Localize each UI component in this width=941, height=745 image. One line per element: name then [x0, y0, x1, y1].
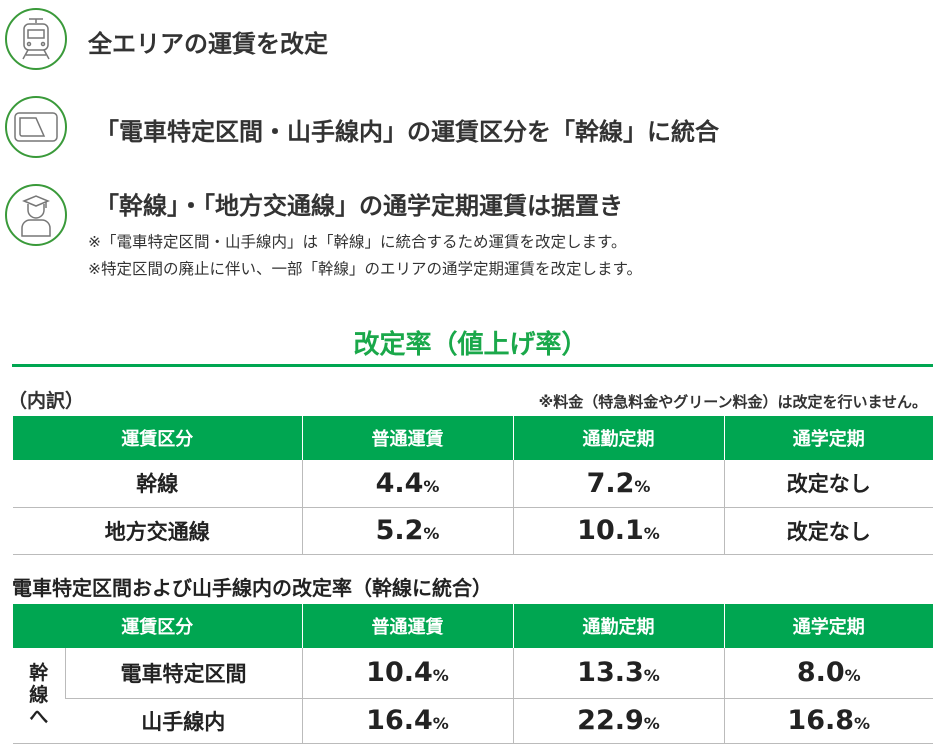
- section-divider: [12, 364, 933, 367]
- point-2-text: 「電車特定区間・山手線内」の運賃区分を「幹線」に統合: [95, 118, 719, 146]
- note-1: ※「電車特定区間・山手線内」は「幹線」に統合するため運賃を改定します。: [88, 233, 627, 251]
- header-commuter: 通勤定期: [512, 416, 724, 460]
- table-row: 地方交通線 5.2% 10.1% 改定なし: [13, 507, 933, 555]
- unit: %: [423, 476, 440, 496]
- row-label: 地方交通線: [13, 507, 302, 555]
- header-student: 通学定期: [723, 604, 933, 648]
- ic-card-icon-circle: [5, 96, 67, 158]
- row-label: 山手線内: [65, 698, 302, 744]
- unit: %: [634, 476, 651, 496]
- header-category: 運賃区分: [13, 416, 302, 460]
- unit: %: [432, 714, 449, 733]
- rate-value: 13.3: [577, 657, 644, 689]
- student-value: 改定なし: [723, 460, 933, 508]
- unit: %: [854, 714, 871, 733]
- unit: %: [643, 524, 660, 543]
- row-label: 幹線: [13, 460, 302, 508]
- header-commuter: 通勤定期: [512, 604, 724, 648]
- note-2: ※特定区間の廃止に伴い、一部「幹線」のエリアの通学定期運賃を改定します。: [88, 260, 642, 278]
- row-label: 電車特定区間: [64, 648, 302, 699]
- breakdown-note: ※料金（特急料金やグリーン料金）は改定を行いません。: [538, 393, 927, 411]
- student-icon-circle: [5, 184, 67, 246]
- group-label: 幹線へ: [13, 648, 65, 744]
- unit: %: [844, 666, 861, 686]
- point-1-text: 全エリアの運賃を改定: [88, 30, 328, 58]
- point-3-text: 「幹線」・「地方交通線」の通学定期運賃は据置き: [95, 192, 623, 220]
- unit: %: [643, 666, 660, 686]
- merged-rate-table: 運賃区分 普通運賃 通勤定期 通学定期 幹線へ 電車特定区間 10.4% 13.…: [13, 604, 933, 744]
- fare-rate-table: 運賃区分 普通運賃 通勤定期 通学定期 幹線 4.4% 7.2% 改定なし 地方…: [13, 416, 933, 555]
- train-icon: [22, 18, 50, 60]
- ic-card-icon: [14, 112, 58, 142]
- rate-value: 16.8: [787, 705, 855, 736]
- rate-value: 4.4: [375, 467, 424, 499]
- table-row: 山手線内 16.4% 22.9% 16.8%: [13, 698, 933, 744]
- rate-value: 5.2: [375, 515, 424, 546]
- student-value: 改定なし: [723, 507, 933, 555]
- table-header-row: 運賃区分 普通運賃 通勤定期 通学定期: [13, 416, 933, 460]
- table-row: 幹線 4.4% 7.2% 改定なし: [13, 460, 933, 508]
- rate-value: 8.0: [796, 657, 845, 689]
- unit: %: [432, 666, 449, 686]
- rate-value: 7.2: [586, 467, 635, 499]
- header-category: 運賃区分: [13, 604, 302, 648]
- rate-value: 10.1: [577, 515, 644, 546]
- train-icon-circle: [5, 8, 67, 70]
- rate-value: 10.4: [366, 657, 433, 689]
- unit: %: [423, 524, 440, 543]
- table-header-row: 運賃区分 普通運賃 通勤定期 通学定期: [13, 604, 933, 648]
- header-regular: 普通運賃: [301, 416, 513, 460]
- breakdown-label: （内訳）: [8, 390, 85, 412]
- table2-title: 電車特定区間および山手線内の改定率（幹線に統合）: [12, 576, 492, 600]
- rate-value: 16.4: [366, 705, 433, 736]
- group-label-text: 幹線へ: [29, 662, 49, 729]
- header-student: 通学定期: [723, 416, 933, 460]
- rate-value: 22.9: [577, 705, 644, 736]
- table-row: 幹線へ 電車特定区間 10.4% 13.3% 8.0%: [13, 648, 933, 744]
- unit: %: [643, 714, 660, 733]
- section-title: 改定率（値上げ率）: [353, 330, 588, 360]
- header-regular: 普通運賃: [301, 604, 513, 648]
- student-icon: [21, 195, 51, 237]
